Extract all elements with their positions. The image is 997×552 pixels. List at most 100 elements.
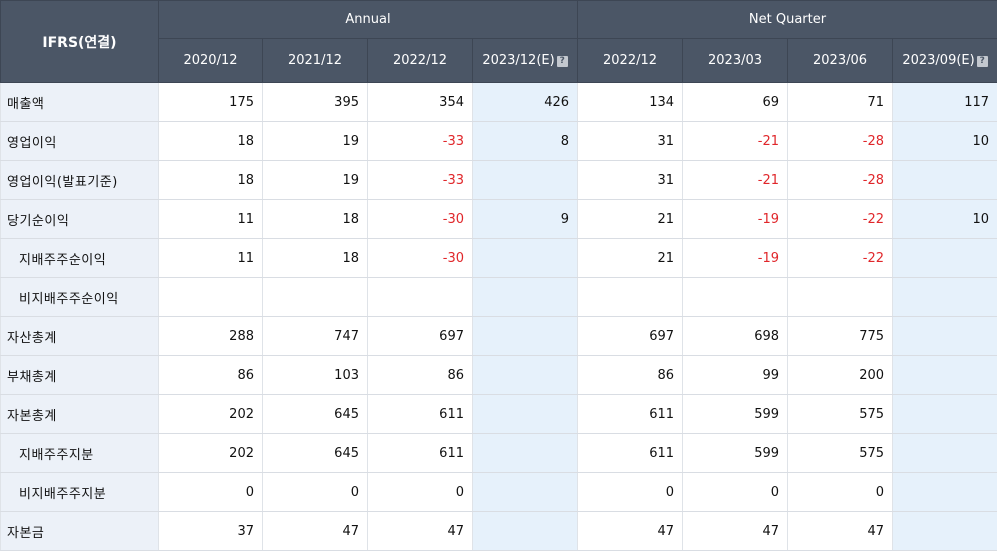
value-cell: 86: [367, 355, 473, 395]
value-cell: 10: [892, 121, 997, 161]
value-cell: 71: [787, 82, 894, 122]
row-label: 지배주주지분: [0, 433, 159, 473]
value-cell: 747: [262, 316, 368, 356]
value-cell: 0: [367, 472, 473, 512]
value-cell: [892, 433, 997, 473]
value-cell: -21: [682, 121, 789, 161]
table-row: 당기순이익 11 18 -30 9 21 -19 -22 10: [0, 199, 997, 239]
row-label: 자본금: [0, 511, 159, 551]
value-cell: [471, 316, 579, 356]
value-cell: [471, 511, 579, 551]
value-cell: 8: [471, 121, 579, 161]
value-cell: -21: [682, 160, 789, 200]
row-label: 자본총계: [0, 394, 159, 434]
value-cell: -33: [367, 160, 473, 200]
header-group-row: IFRS(연결) Annual Net Quarter: [0, 0, 997, 83]
table-row: 비지배주주지분 0 0 0 0 0 0: [0, 472, 997, 512]
value-cell: -22: [787, 238, 894, 278]
estimate-help-icon[interactable]: ?: [556, 56, 568, 67]
period-header: 2022/12: [367, 38, 473, 83]
value-cell: [158, 277, 263, 317]
value-cell: [577, 277, 684, 317]
value-cell: [367, 277, 473, 317]
value-cell: 47: [787, 511, 894, 551]
table-row: 자본총계 202 645 611 611 599 575: [0, 394, 997, 434]
value-cell: 47: [367, 511, 473, 551]
table-row: 영업이익 18 19 -33 8 31 -21 -28 10: [0, 121, 997, 161]
value-cell: 47: [682, 511, 789, 551]
value-cell: -19: [682, 238, 789, 278]
value-cell: -19: [682, 199, 789, 239]
value-cell: -33: [367, 121, 473, 161]
value-cell: 31: [577, 121, 684, 161]
value-cell: [471, 277, 579, 317]
period-label: 2023/03: [708, 53, 763, 68]
value-cell: 86: [577, 355, 684, 395]
value-cell: 21: [577, 199, 684, 239]
estimate-help-icon[interactable]: ?: [976, 56, 988, 67]
value-cell: 395: [262, 82, 368, 122]
value-cell: 611: [577, 394, 684, 434]
value-cell: 202: [158, 433, 263, 473]
value-cell: 103: [262, 355, 368, 395]
value-cell: 697: [577, 316, 684, 356]
value-cell: [471, 472, 579, 512]
period-label: 2022/12: [603, 53, 658, 68]
value-cell: [471, 238, 579, 278]
value-cell: 134: [577, 82, 684, 122]
value-cell: 200: [787, 355, 894, 395]
value-cell: 0: [158, 472, 263, 512]
value-cell: [892, 238, 997, 278]
value-cell: 18: [262, 238, 368, 278]
ifrs-corner-header: IFRS(연결): [0, 0, 159, 83]
table-row: 지배주주순이익 11 18 -30 21 -19 -22: [0, 238, 997, 278]
value-cell: 99: [682, 355, 789, 395]
period-label: 2023/12(E): [482, 53, 555, 68]
value-cell: 0: [787, 472, 894, 512]
table-row: 자본금 37 47 47 47 47 47: [0, 511, 997, 551]
table-row: 부채총계 86 103 86 86 99 200: [0, 355, 997, 395]
value-cell: [892, 394, 997, 434]
value-cell: 0: [262, 472, 368, 512]
value-cell: 599: [682, 433, 789, 473]
value-cell: [682, 277, 789, 317]
value-cell: 611: [367, 394, 473, 434]
value-cell: [262, 277, 368, 317]
value-cell: -30: [367, 238, 473, 278]
period-header: 2023/03: [682, 38, 789, 83]
value-cell: [892, 511, 997, 551]
period-label: 2023/09(E): [902, 53, 975, 68]
table-row: 비지배주주순이익: [0, 277, 997, 317]
value-cell: [471, 160, 579, 200]
value-cell: -22: [787, 199, 894, 239]
value-cell: 0: [577, 472, 684, 512]
value-cell: 354: [367, 82, 473, 122]
value-cell: 11: [158, 199, 263, 239]
value-cell: 37: [158, 511, 263, 551]
table-row: 매출액 175 395 354 426 134 69 71 117: [0, 82, 997, 122]
period-header: 2023/09(E)?: [892, 38, 997, 83]
value-cell: 10: [892, 199, 997, 239]
period-header: 2023/06: [787, 38, 894, 83]
value-cell: 18: [158, 160, 263, 200]
value-cell: 645: [262, 433, 368, 473]
row-label: 부채총계: [0, 355, 159, 395]
period-header-row: 2020/12 2021/12 2022/12 2023/12(E)? 2022/12 2…: [1, 38, 997, 83]
value-cell: 288: [158, 316, 263, 356]
period-label: 2021/12: [287, 53, 342, 68]
period-header: 2023/12(E)?: [471, 38, 579, 83]
value-cell: 611: [367, 433, 473, 473]
value-cell: [471, 433, 579, 473]
value-cell: 19: [262, 160, 368, 200]
value-cell: 698: [682, 316, 789, 356]
row-label: 영업이익: [0, 121, 159, 161]
period-header: 2020/12: [158, 38, 263, 83]
period-label: 2022/12: [392, 53, 447, 68]
table-row: 영업이익(발표기준) 18 19 -33 31 -21 -28: [0, 160, 997, 200]
value-cell: [892, 277, 997, 317]
value-cell: 9: [471, 199, 579, 239]
row-label: 비지배주주순이익: [0, 277, 159, 317]
value-cell: [471, 394, 579, 434]
period-header: 2022/12: [577, 38, 684, 83]
